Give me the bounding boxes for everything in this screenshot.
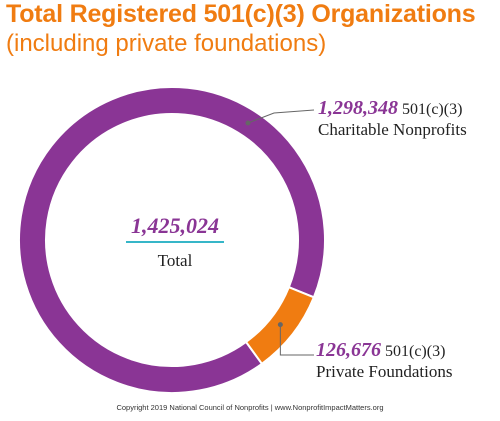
copyright-footer: Copyright 2019 National Council of Nonpr… bbox=[116, 403, 384, 412]
leader-dot bbox=[277, 322, 283, 328]
donut-slice bbox=[18, 86, 326, 394]
chart-title: Total Registered 501(c)(3) Organizations bbox=[6, 0, 476, 28]
leader-line bbox=[279, 324, 314, 356]
slice-label: Charitable Nonprofits bbox=[318, 120, 467, 139]
callout-charitable: 1,298,348 501(c)(3) Charitable Nonprofit… bbox=[318, 97, 467, 140]
total-value: 1,425,024 bbox=[131, 213, 219, 238]
slice-suffix: 501(c)(3) bbox=[385, 343, 446, 360]
leader-line bbox=[247, 109, 315, 124]
slice-label: Private Foundations bbox=[316, 362, 453, 381]
slice-value-label: 126,676 bbox=[316, 339, 381, 361]
leader-dot bbox=[245, 120, 251, 126]
total-label: Total bbox=[157, 251, 193, 270]
slice-value-label: 1,298,348 bbox=[318, 97, 398, 119]
total-underline bbox=[126, 241, 224, 243]
slice-suffix: 501(c)(3) bbox=[402, 101, 463, 118]
center-total: 1,425,024 Total bbox=[95, 213, 255, 271]
chart-subtitle: (including private foundations) bbox=[6, 30, 327, 57]
callout-foundations: 126,676 501(c)(3) Private Foundations bbox=[316, 339, 452, 382]
